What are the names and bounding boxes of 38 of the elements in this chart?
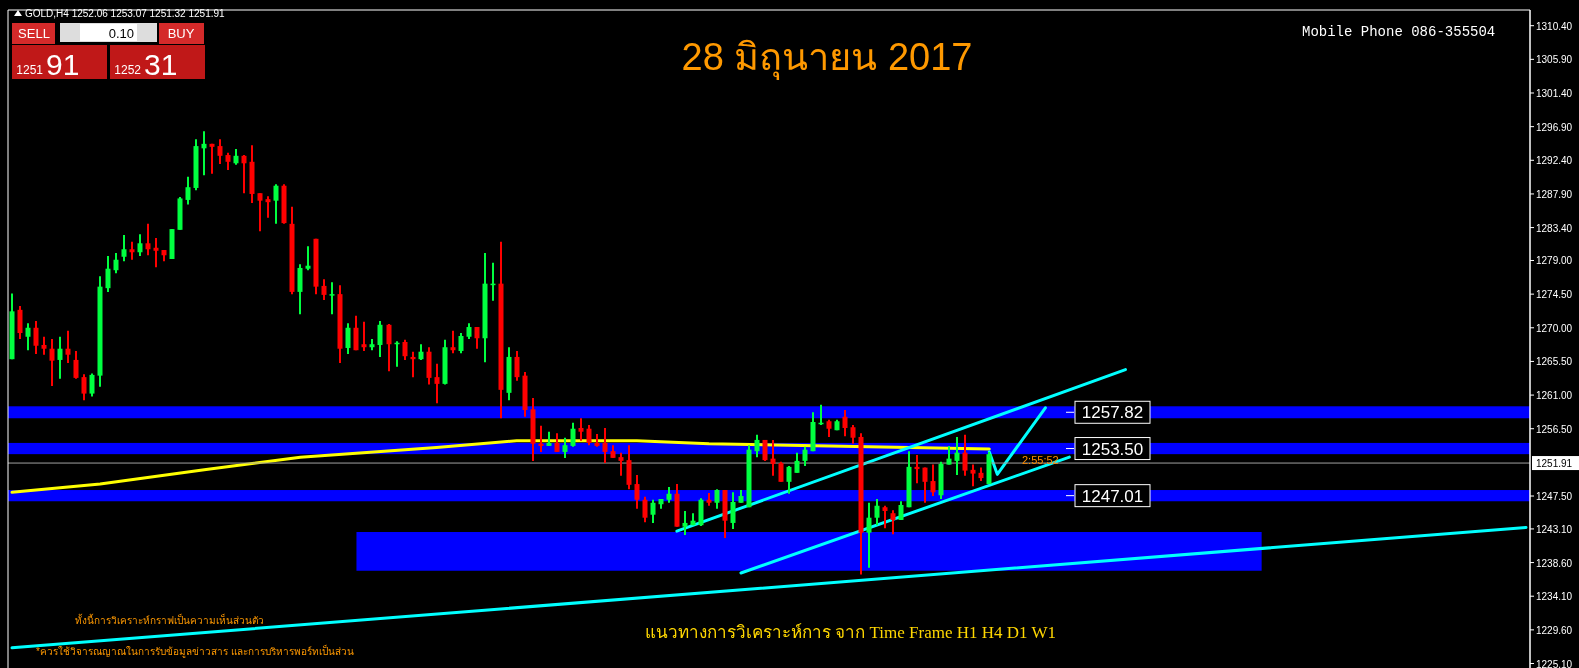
y-tick-label: 1279.00: [1536, 255, 1573, 267]
y-tick-label: 1243.10: [1536, 523, 1573, 535]
band-label: 1253.50: [1081, 439, 1144, 459]
annotation: Mobile Phone 086-355504: [1302, 24, 1496, 40]
band-label: 1247.01: [1081, 486, 1144, 506]
y-tick-label: 1292.40: [1536, 155, 1573, 167]
annotation: 0.10: [108, 26, 134, 41]
ref-line-label: 1251.91: [1536, 458, 1573, 470]
y-tick-label: 1296.90: [1536, 121, 1573, 133]
y-tick-label: 1256.50: [1536, 423, 1573, 435]
y-tick-label: 1301.40: [1536, 88, 1573, 99]
y-tick-label: 1310.40: [1536, 20, 1573, 32]
y-tick-label: 1238.60: [1536, 557, 1573, 569]
annotation: 31: [144, 48, 178, 81]
annotation: 1252: [114, 63, 141, 77]
y-tick-label: 1234.10: [1536, 591, 1573, 603]
y-tick-label: 1274.50: [1536, 289, 1573, 301]
axis-y: 1310.40 1305.90 1301.40 1296.90 1292.40 1287.90 1283.40 1279.00 1274.50 1270.00 1265.50 1261.00 1256.50 1247.50 1243.10 1238.60 1234.10 1229.60 1225.10 1251.91: [1529, 9, 1579, 668]
y-tick-label: 1287.90: [1536, 188, 1573, 200]
y-tick-label: 1225.10: [1536, 658, 1573, 668]
annotation: แนวทางการวิเคราะห์การ จาก Time Frame H1 H4 D1 W1: [645, 623, 1057, 642]
y-tick-label: 1247.50: [1536, 491, 1573, 502]
y-tick-label: 1270.00: [1536, 322, 1573, 334]
y-tick-label: 1229.60: [1536, 624, 1573, 636]
y-tick-label: 1265.50: [1536, 356, 1573, 368]
y-tick-label: 1261.00: [1536, 390, 1573, 402]
annotation: 1251: [16, 63, 43, 77]
text: 28 มิถุนายน 2017: [681, 36, 973, 80]
band-label: 1257.82: [1081, 403, 1144, 423]
annotation: BUY: [167, 26, 195, 41]
annotation: SELL: [18, 26, 50, 41]
y-tick-label: 1283.40: [1536, 222, 1573, 234]
annotation: ทั้งนี้การวิเคราะห์กราฟเป็นความเห็นส่วนตัว: [75, 615, 264, 626]
annotation: 2:55:52: [1022, 454, 1059, 466]
annotation: 91: [46, 48, 80, 81]
annotation: *ควรใช้วิจารณญาณในการรับข้อมูลข่าวสาร และการบริหารพอร์ทเป็นส่วน: [36, 646, 354, 657]
chart-subtitle: GOLD,H4 1252.06 1253.07 1251.32 1251.91: [25, 8, 226, 19]
y-tick-label: 1305.90: [1536, 54, 1573, 66]
